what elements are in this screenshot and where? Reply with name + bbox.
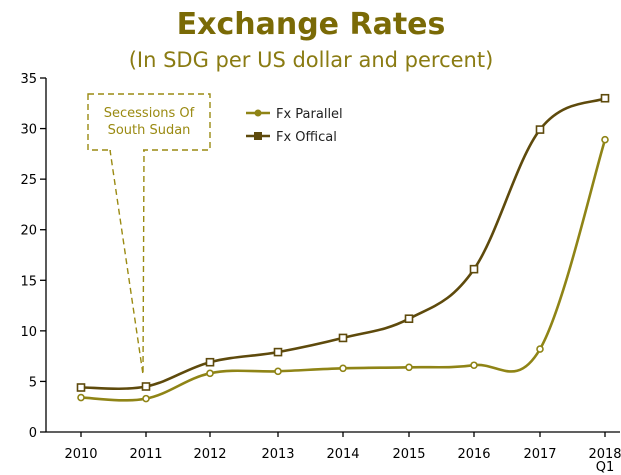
x-tick-label: 2015	[392, 447, 425, 462]
legend-label: Fx Parallel	[276, 107, 343, 122]
data-point	[339, 364, 347, 373]
series-layer	[76, 93, 610, 403]
chart-title: Exchange Rates	[177, 7, 446, 42]
data-point	[76, 383, 86, 392]
data-point	[141, 382, 151, 391]
y-tick-label: 35	[20, 72, 37, 87]
legend: Fx Parallel Fx Offical	[246, 107, 343, 145]
series-line	[80, 96, 606, 391]
data-point	[600, 93, 610, 103]
data-point	[535, 125, 545, 134]
legend-label: Fx Offical	[276, 130, 337, 145]
series-fx-offical	[76, 93, 610, 392]
legend-marker	[254, 109, 262, 117]
y-tick-label: 0	[29, 426, 37, 441]
series-line	[80, 139, 607, 402]
series-fx-parallel	[77, 135, 609, 403]
chart-subtitle: (In SDG per US dollar and percent)	[129, 48, 494, 72]
y-tick-label: 15	[20, 274, 37, 289]
x-tick-label: 2014	[326, 447, 359, 462]
data-point	[206, 369, 214, 378]
data-point	[77, 393, 85, 402]
legend-item: Fx Offical	[246, 130, 337, 145]
data-point	[338, 333, 348, 343]
x-tick-label: 2012	[193, 447, 226, 462]
annotation-text: Secessions Of South Sudan	[104, 106, 195, 138]
data-point	[273, 347, 283, 357]
y-tick-label: 25	[20, 173, 37, 188]
annotation-pointer	[109, 149, 145, 375]
x-tick-label: 2017	[523, 447, 556, 462]
x-tick-label: 2016	[457, 447, 490, 462]
legend-marker	[254, 132, 262, 140]
annotation-box	[87, 93, 211, 151]
data-point	[536, 345, 544, 353]
data-point	[404, 314, 414, 324]
data-point	[601, 135, 609, 144]
data-point	[469, 264, 479, 274]
data-point	[405, 363, 413, 372]
chart-axes: 0 5 10 15 20 25 30 35 2010 2011 2012 2013 2014 2015 20…	[20, 72, 621, 475]
data-point	[274, 367, 282, 376]
data-point	[205, 357, 215, 367]
y-tick-label: 10	[20, 325, 37, 340]
x-tick-label: 2018 Q1	[588, 447, 621, 475]
data-point	[470, 361, 478, 370]
y-tick-label: 20	[20, 224, 37, 239]
y-tick-label: 30	[20, 123, 37, 138]
y-tick-label: 5	[29, 375, 37, 390]
annotation-secession: Secessions Of South Sudan	[87, 93, 211, 375]
x-tick-label: 2013	[261, 447, 294, 462]
x-tick-label: 2011	[129, 447, 162, 462]
legend-item: Fx Parallel	[246, 107, 343, 122]
data-point	[142, 394, 150, 403]
x-tick-label: 2010	[64, 447, 97, 462]
